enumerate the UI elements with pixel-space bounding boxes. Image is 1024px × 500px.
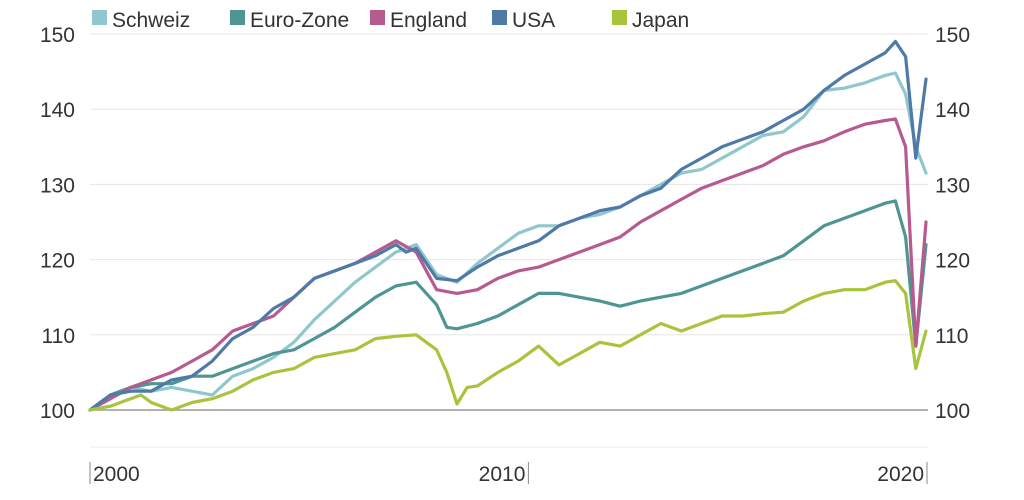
legend-swatch [92, 10, 107, 25]
y-tick-label: 120 [40, 250, 75, 273]
legend-swatch [492, 10, 507, 25]
legend-label: Japan [632, 9, 689, 32]
legend-label: Schweiz [112, 9, 190, 32]
x-axis: 2000 2010 2020 [89, 462, 928, 486]
legend-swatch [230, 10, 245, 25]
y-tick-label: 150 [935, 24, 970, 47]
y-tick-label: 150 [40, 24, 75, 47]
legend-swatch [370, 10, 385, 25]
x-tick-label: 2020 [877, 463, 924, 486]
y-tick-label: 110 [42, 325, 75, 348]
legend-label: England [390, 9, 467, 32]
y-tick-label: 100 [40, 400, 75, 423]
y-tick-label: 120 [935, 250, 970, 273]
y-axis-left: 100 110 120 130 140 150 [40, 24, 75, 423]
legend-item-schweiz: Schweiz [92, 9, 190, 32]
series-line-euro-zone [88, 199, 928, 412]
x-tick-label: 2010 [479, 463, 526, 486]
legend-label: USA [512, 9, 555, 32]
y-tick-label: 140 [935, 99, 970, 122]
series-lines [88, 39, 928, 412]
legend-swatch [612, 10, 627, 25]
y-tick-label: 130 [935, 174, 970, 197]
legend-item-usa: USA [492, 9, 555, 32]
legend-item-euro-zone: Euro-Zone [230, 9, 349, 32]
series-line-england [88, 117, 928, 412]
x-tick-label: 2000 [93, 463, 140, 486]
series-line-japan [88, 279, 928, 412]
legend: Schweiz Euro-Zone England USA Japan [92, 9, 689, 32]
y-tick-label: 110 [935, 325, 968, 348]
y-tick-label: 130 [40, 174, 75, 197]
legend-item-japan: Japan [612, 9, 689, 32]
series-line-usa [88, 39, 928, 412]
y-tick-label: 140 [40, 99, 75, 122]
y-tick-label: 100 [935, 400, 970, 423]
y-axis-right: 100 110 120 130 140 150 [935, 24, 970, 423]
legend-label: Euro-Zone [250, 9, 349, 32]
legend-item-england: England [370, 9, 467, 32]
